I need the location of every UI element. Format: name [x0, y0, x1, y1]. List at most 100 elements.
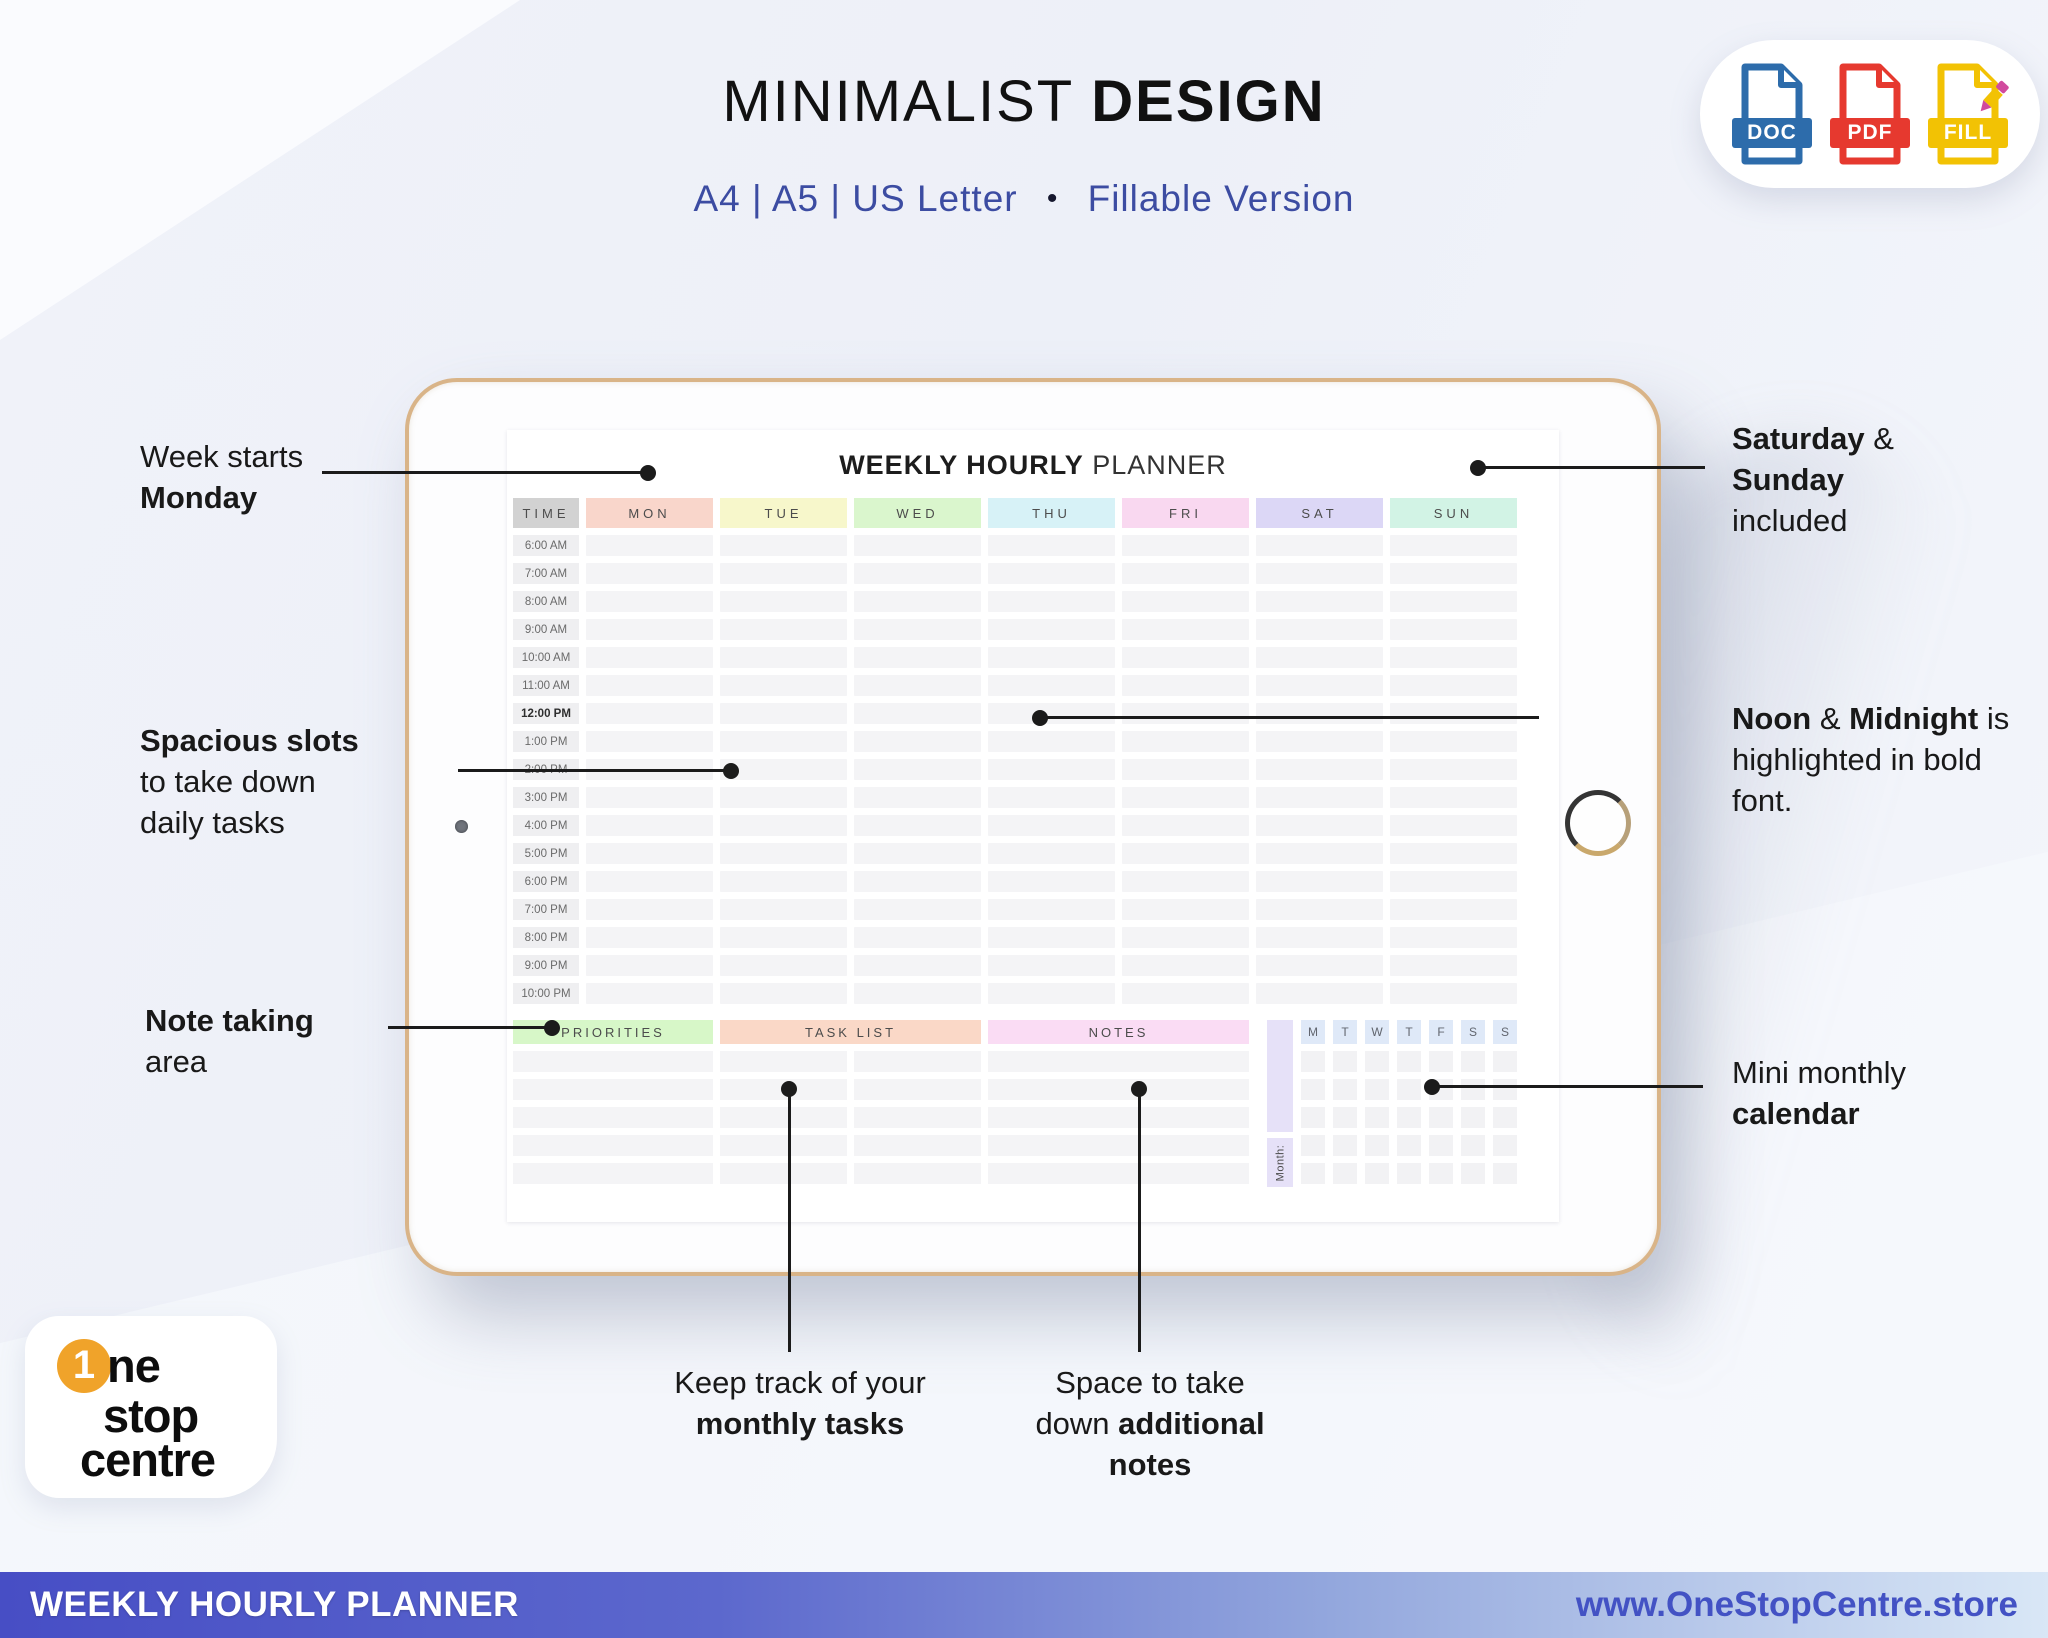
section-header-task-list: TASK LIST: [720, 1020, 981, 1044]
annotation-line: Mini monthly: [1732, 1052, 1906, 1093]
planner-slot-cell: [1122, 675, 1249, 696]
section-cell: [988, 1135, 1249, 1156]
annotation-text: Spacious slots: [140, 723, 359, 758]
month-strip-upper: [1267, 1020, 1293, 1132]
planner-slot-cell: [1390, 815, 1517, 836]
planner-slot-cell: [1390, 535, 1517, 556]
section-row: [988, 1051, 1249, 1072]
annotation-text: is: [1978, 701, 2010, 736]
planner-slot-cell: [1256, 703, 1383, 724]
planner-slot-cell: [988, 703, 1115, 724]
annotation-line: calendar: [1732, 1093, 1906, 1134]
planner-slot-cell: [988, 843, 1115, 864]
section-cell: [513, 1079, 713, 1100]
section-cell: [513, 1051, 713, 1072]
planner-slot-cell: [1122, 815, 1249, 836]
annotation-text: Mini monthly: [1732, 1055, 1906, 1090]
planner-slot-cell: [586, 843, 713, 864]
mini-calendar-cell: [1333, 1135, 1357, 1156]
annotation-line: Space to take: [990, 1362, 1310, 1403]
mini-calendar-cell: [1301, 1135, 1325, 1156]
section-row: [720, 1107, 981, 1128]
planner-slot-cell: [586, 591, 713, 612]
mini-calendar-cell: [1461, 1107, 1485, 1128]
mini-calendar-day-header: S: [1493, 1020, 1517, 1044]
mini-calendar-cell: [1365, 1051, 1389, 1072]
planner-slot-cell: [1122, 619, 1249, 640]
column-header-sat: SAT: [1256, 498, 1383, 528]
planner-slot-cell: [1390, 927, 1517, 948]
time-label: 3:00 PM: [513, 787, 579, 808]
page-title: MINIMALIST DESIGN: [0, 68, 2048, 135]
mini-calendar-cell: [1493, 1135, 1517, 1156]
planner-slot-cell: [854, 731, 981, 752]
time-label: 6:00 PM: [513, 871, 579, 892]
mini-calendar-day-header: S: [1461, 1020, 1485, 1044]
planner-slot-cell: [1390, 675, 1517, 696]
planner-slot-cell: [1390, 703, 1517, 724]
planner-slot-cell: [988, 619, 1115, 640]
planner-slot-cell: [1256, 815, 1383, 836]
planner-slot-cell: [854, 815, 981, 836]
planner-slot-cell: [586, 563, 713, 584]
annotation-text: calendar: [1732, 1096, 1860, 1131]
planner-slot-cell: [1122, 899, 1249, 920]
planner-slot-cell: [720, 675, 847, 696]
annotation-text: font.: [1732, 783, 1793, 818]
section-row: [513, 1163, 713, 1184]
section-cell: [854, 1135, 981, 1156]
section-row: [988, 1107, 1249, 1128]
mini-calendar-cell: [1429, 1051, 1453, 1072]
mini-calendar-row: [1301, 1163, 1517, 1184]
time-label: 8:00 PM: [513, 927, 579, 948]
section-row: [513, 1051, 713, 1072]
annotation-text: daily tasks: [140, 805, 285, 840]
mini-calendar-cell: [1301, 1107, 1325, 1128]
mini-calendar-row: [1301, 1135, 1517, 1156]
section-cell: [513, 1135, 713, 1156]
planner-slot-cell: [988, 871, 1115, 892]
mini-calendar-cell: [1397, 1051, 1421, 1072]
planner-slot-cell: [1256, 591, 1383, 612]
planner-slot-cell: [586, 703, 713, 724]
planner-slot-cell: [1390, 591, 1517, 612]
format-badge-label: DOC: [1732, 118, 1812, 148]
planner-slot-cell: [1122, 647, 1249, 668]
planner-slot-cell: [720, 647, 847, 668]
planner-slot-cell: [1256, 675, 1383, 696]
planner-grid: TIME MON TUE WED THU FRI SAT SUN 6:00 AM 7:00 AM 8…: [513, 498, 1517, 1004]
planner-title: WEEKLY HOURLY PLANNER: [507, 450, 1559, 481]
annotation-weekend-included: Saturday & Sunday included: [1732, 418, 1894, 541]
section-cell: [854, 1051, 981, 1072]
planner-slot-cell: [988, 787, 1115, 808]
planner-title-bold: WEEKLY HOURLY: [839, 450, 1084, 480]
section-cell: [854, 1163, 981, 1184]
column-header-wed: WED: [854, 498, 981, 528]
section-row: [720, 1135, 981, 1156]
annotation-text: &: [1864, 421, 1894, 456]
connector-dot-monthly-tasks: [781, 1081, 797, 1097]
annotation-line: down additional: [990, 1403, 1310, 1444]
planner-slot-cell: [1390, 731, 1517, 752]
column-header-sun: SUN: [1390, 498, 1517, 528]
logo-line-stop: stop: [103, 1389, 199, 1442]
footer-website-link[interactable]: www.OneStopCentre.store: [1575, 1585, 2018, 1624]
section-row: [513, 1107, 713, 1128]
annotation-line: notes: [990, 1444, 1310, 1485]
annotation-line: font.: [1732, 780, 2009, 821]
mini-calendar-cell: [1397, 1163, 1421, 1184]
format-badge-pdf: PDF: [1830, 62, 1910, 166]
section-row: [988, 1163, 1249, 1184]
mini-calendar-cell: [1333, 1051, 1357, 1072]
mini-calendar-cell: [1461, 1079, 1485, 1100]
planner-slot-cell: [720, 815, 847, 836]
planner-slot-cell: [854, 563, 981, 584]
section-cell: [720, 1163, 847, 1184]
section-row: [720, 1079, 981, 1100]
time-label: 9:00 PM: [513, 955, 579, 976]
logo-line-one: 1 ne: [57, 1338, 161, 1393]
section-cell: [720, 1051, 847, 1072]
column-header-tue: TUE: [720, 498, 847, 528]
connector-note-taking: [388, 1026, 552, 1029]
